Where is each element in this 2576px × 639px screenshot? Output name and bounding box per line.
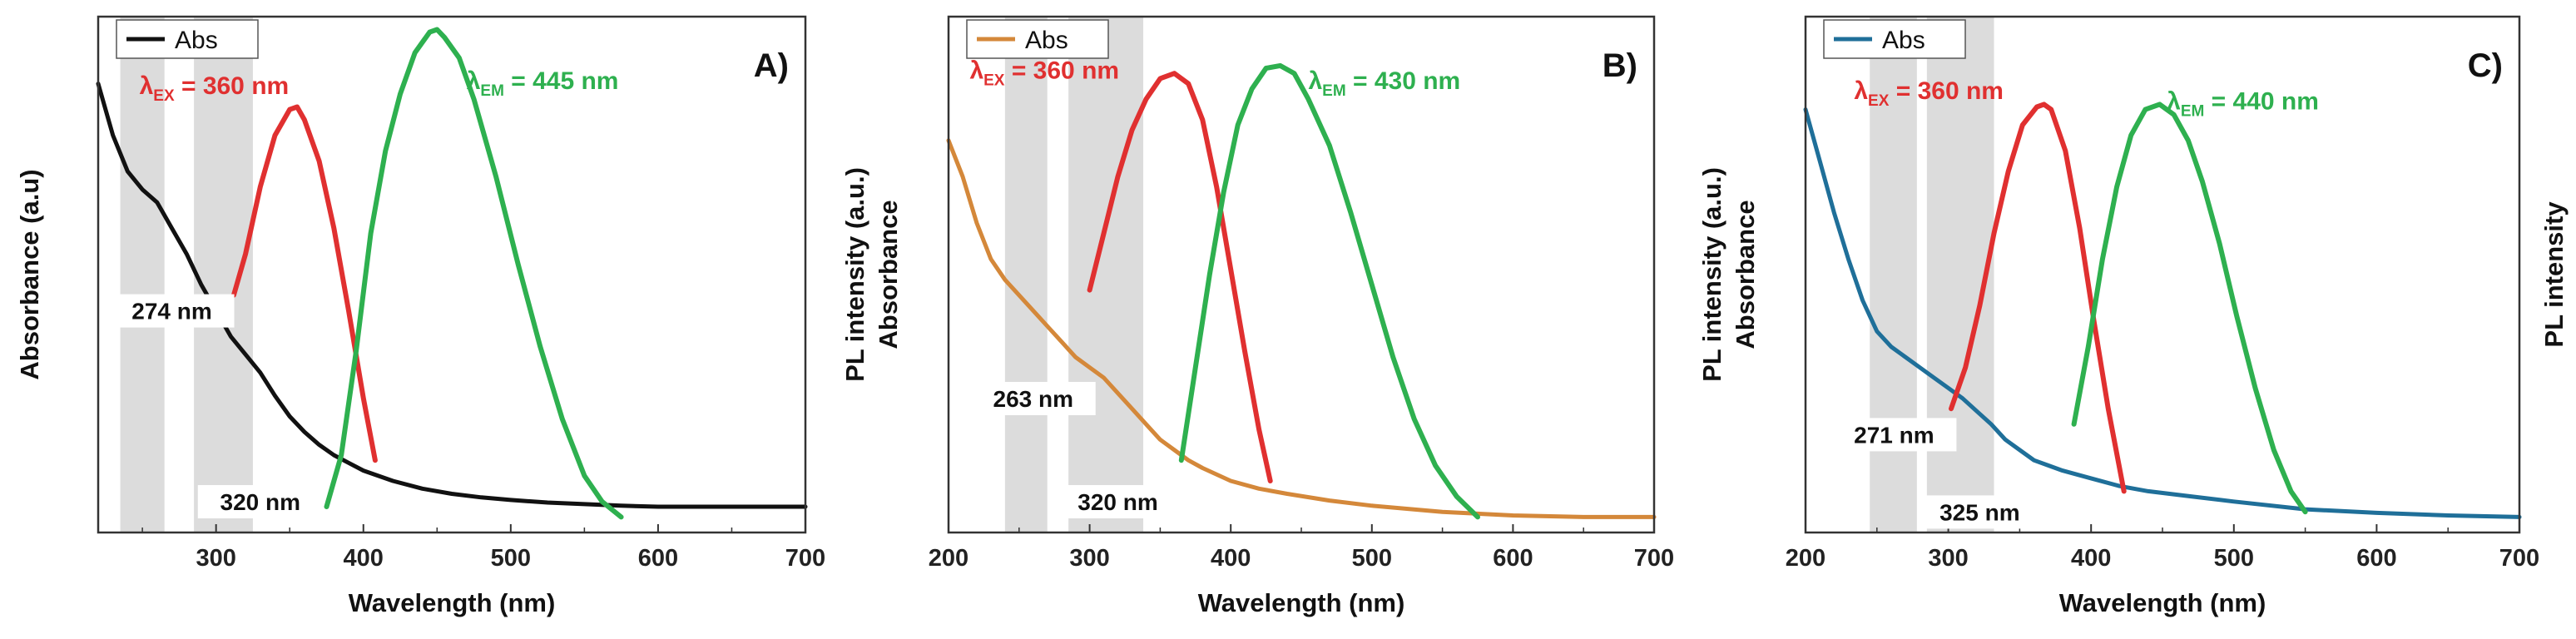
- y-axis-title-abs: Absorbance: [1731, 200, 1760, 349]
- x-tick-label: 300: [196, 545, 235, 572]
- series-line-emission: [1178, 62, 1480, 520]
- series-line-excitation: [1087, 71, 1273, 483]
- shaded-band: [1068, 17, 1144, 532]
- legend-label: Abs: [1882, 27, 1925, 54]
- peak-label: 320 nm: [220, 489, 301, 515]
- y-axis-title-abs: Absorbance: [874, 200, 903, 349]
- peak-label-bg: [1831, 418, 1957, 452]
- peak-label-bg: [1055, 485, 1181, 518]
- shaded-band: [194, 17, 253, 532]
- panel-letter: B): [1603, 47, 1637, 84]
- x-axis-title: Wavelength (nm): [2059, 588, 2266, 617]
- x-tick-label: 500: [2214, 545, 2254, 572]
- panel-1: 300 400 500 600 700 Wavelength (nm) Absorbance…: [15, 15, 825, 617]
- panel-letter: A): [754, 47, 789, 84]
- peak-label-bg: [1917, 495, 2043, 529]
- shaded-band: [1004, 17, 1048, 532]
- peak-label-bg: [109, 294, 235, 328]
- panel-3: 200 300 400 500 600 700 Wavelength (nm) PL inte…: [1697, 15, 2569, 617]
- x-tick-label: 500: [1352, 545, 1392, 572]
- emission-label: λEM = 445 nm: [467, 67, 619, 100]
- series-line-emission: [2071, 102, 2308, 515]
- peak-label-bg: [197, 485, 323, 518]
- series-line-abs: [1803, 107, 2522, 519]
- shaded-band: [120, 17, 165, 532]
- peak-label: 263 nm: [993, 386, 1074, 412]
- excitation-label: λEX = 360 nm: [140, 72, 290, 105]
- x-tick-label: 700: [785, 545, 825, 572]
- peak-label: 325 nm: [1939, 499, 2020, 525]
- x-tick-label: 400: [2071, 545, 2111, 572]
- peak-label: 320 nm: [1077, 489, 1158, 515]
- legend-label: Abs: [175, 27, 218, 54]
- peak-label-bg: [970, 382, 1096, 415]
- x-tick-label: 300: [1069, 545, 1109, 572]
- x-tick-label: 600: [1493, 545, 1533, 572]
- legend: Abs: [966, 19, 1109, 59]
- legend: Abs: [116, 19, 259, 59]
- x-tick-label: 700: [1634, 545, 1674, 572]
- x-tick-label: 600: [2356, 545, 2396, 572]
- y-axis-title: Absorbance (a.u): [15, 169, 44, 379]
- excitation-label: λEX = 360 nm: [1854, 77, 2004, 110]
- y-axis-title-right: PL intensity: [2539, 201, 2569, 348]
- x-axis-title: Wavelength (nm): [1198, 588, 1405, 617]
- excitation-label: λEX = 360 nm: [969, 57, 1119, 89]
- x-tick-label: 600: [638, 545, 678, 572]
- legend-label: Abs: [1025, 27, 1068, 54]
- legend: Abs: [1823, 19, 1966, 59]
- peak-label: 271 nm: [1854, 422, 1934, 448]
- peak-label: 274 nm: [131, 299, 212, 324]
- panel-2: 200 300 400 500 600 700 Wavelength (nm) PL inte…: [840, 15, 1674, 617]
- series-line-excitation: [1949, 102, 2127, 494]
- x-axis-title: Wavelength (nm): [349, 588, 556, 617]
- series-line-excitation: [230, 104, 378, 463]
- y-axis-title-pl: PL intensity (a.u.): [840, 167, 869, 382]
- series-line-abs: [946, 138, 1657, 519]
- x-tick-label: 400: [344, 545, 384, 572]
- x-tick-label: 300: [1928, 545, 1968, 572]
- plot-frame: [947, 15, 1656, 534]
- series-line-emission: [324, 27, 624, 520]
- x-tick-label: 400: [1211, 545, 1251, 572]
- x-tick-label: 200: [1786, 545, 1825, 572]
- x-tick-label: 200: [929, 545, 968, 572]
- plot-frame: [97, 15, 807, 534]
- panel-letter: C): [2468, 47, 2503, 84]
- y-axis-title-pl: PL intensity (a.u.): [1697, 167, 1726, 382]
- x-tick-label: 500: [491, 545, 531, 572]
- emission-label: λEM = 440 nm: [2167, 88, 2319, 121]
- series-line-abs: [96, 82, 808, 509]
- x-tick-label: 700: [2499, 545, 2539, 572]
- emission-label: λEM = 430 nm: [1308, 67, 1460, 100]
